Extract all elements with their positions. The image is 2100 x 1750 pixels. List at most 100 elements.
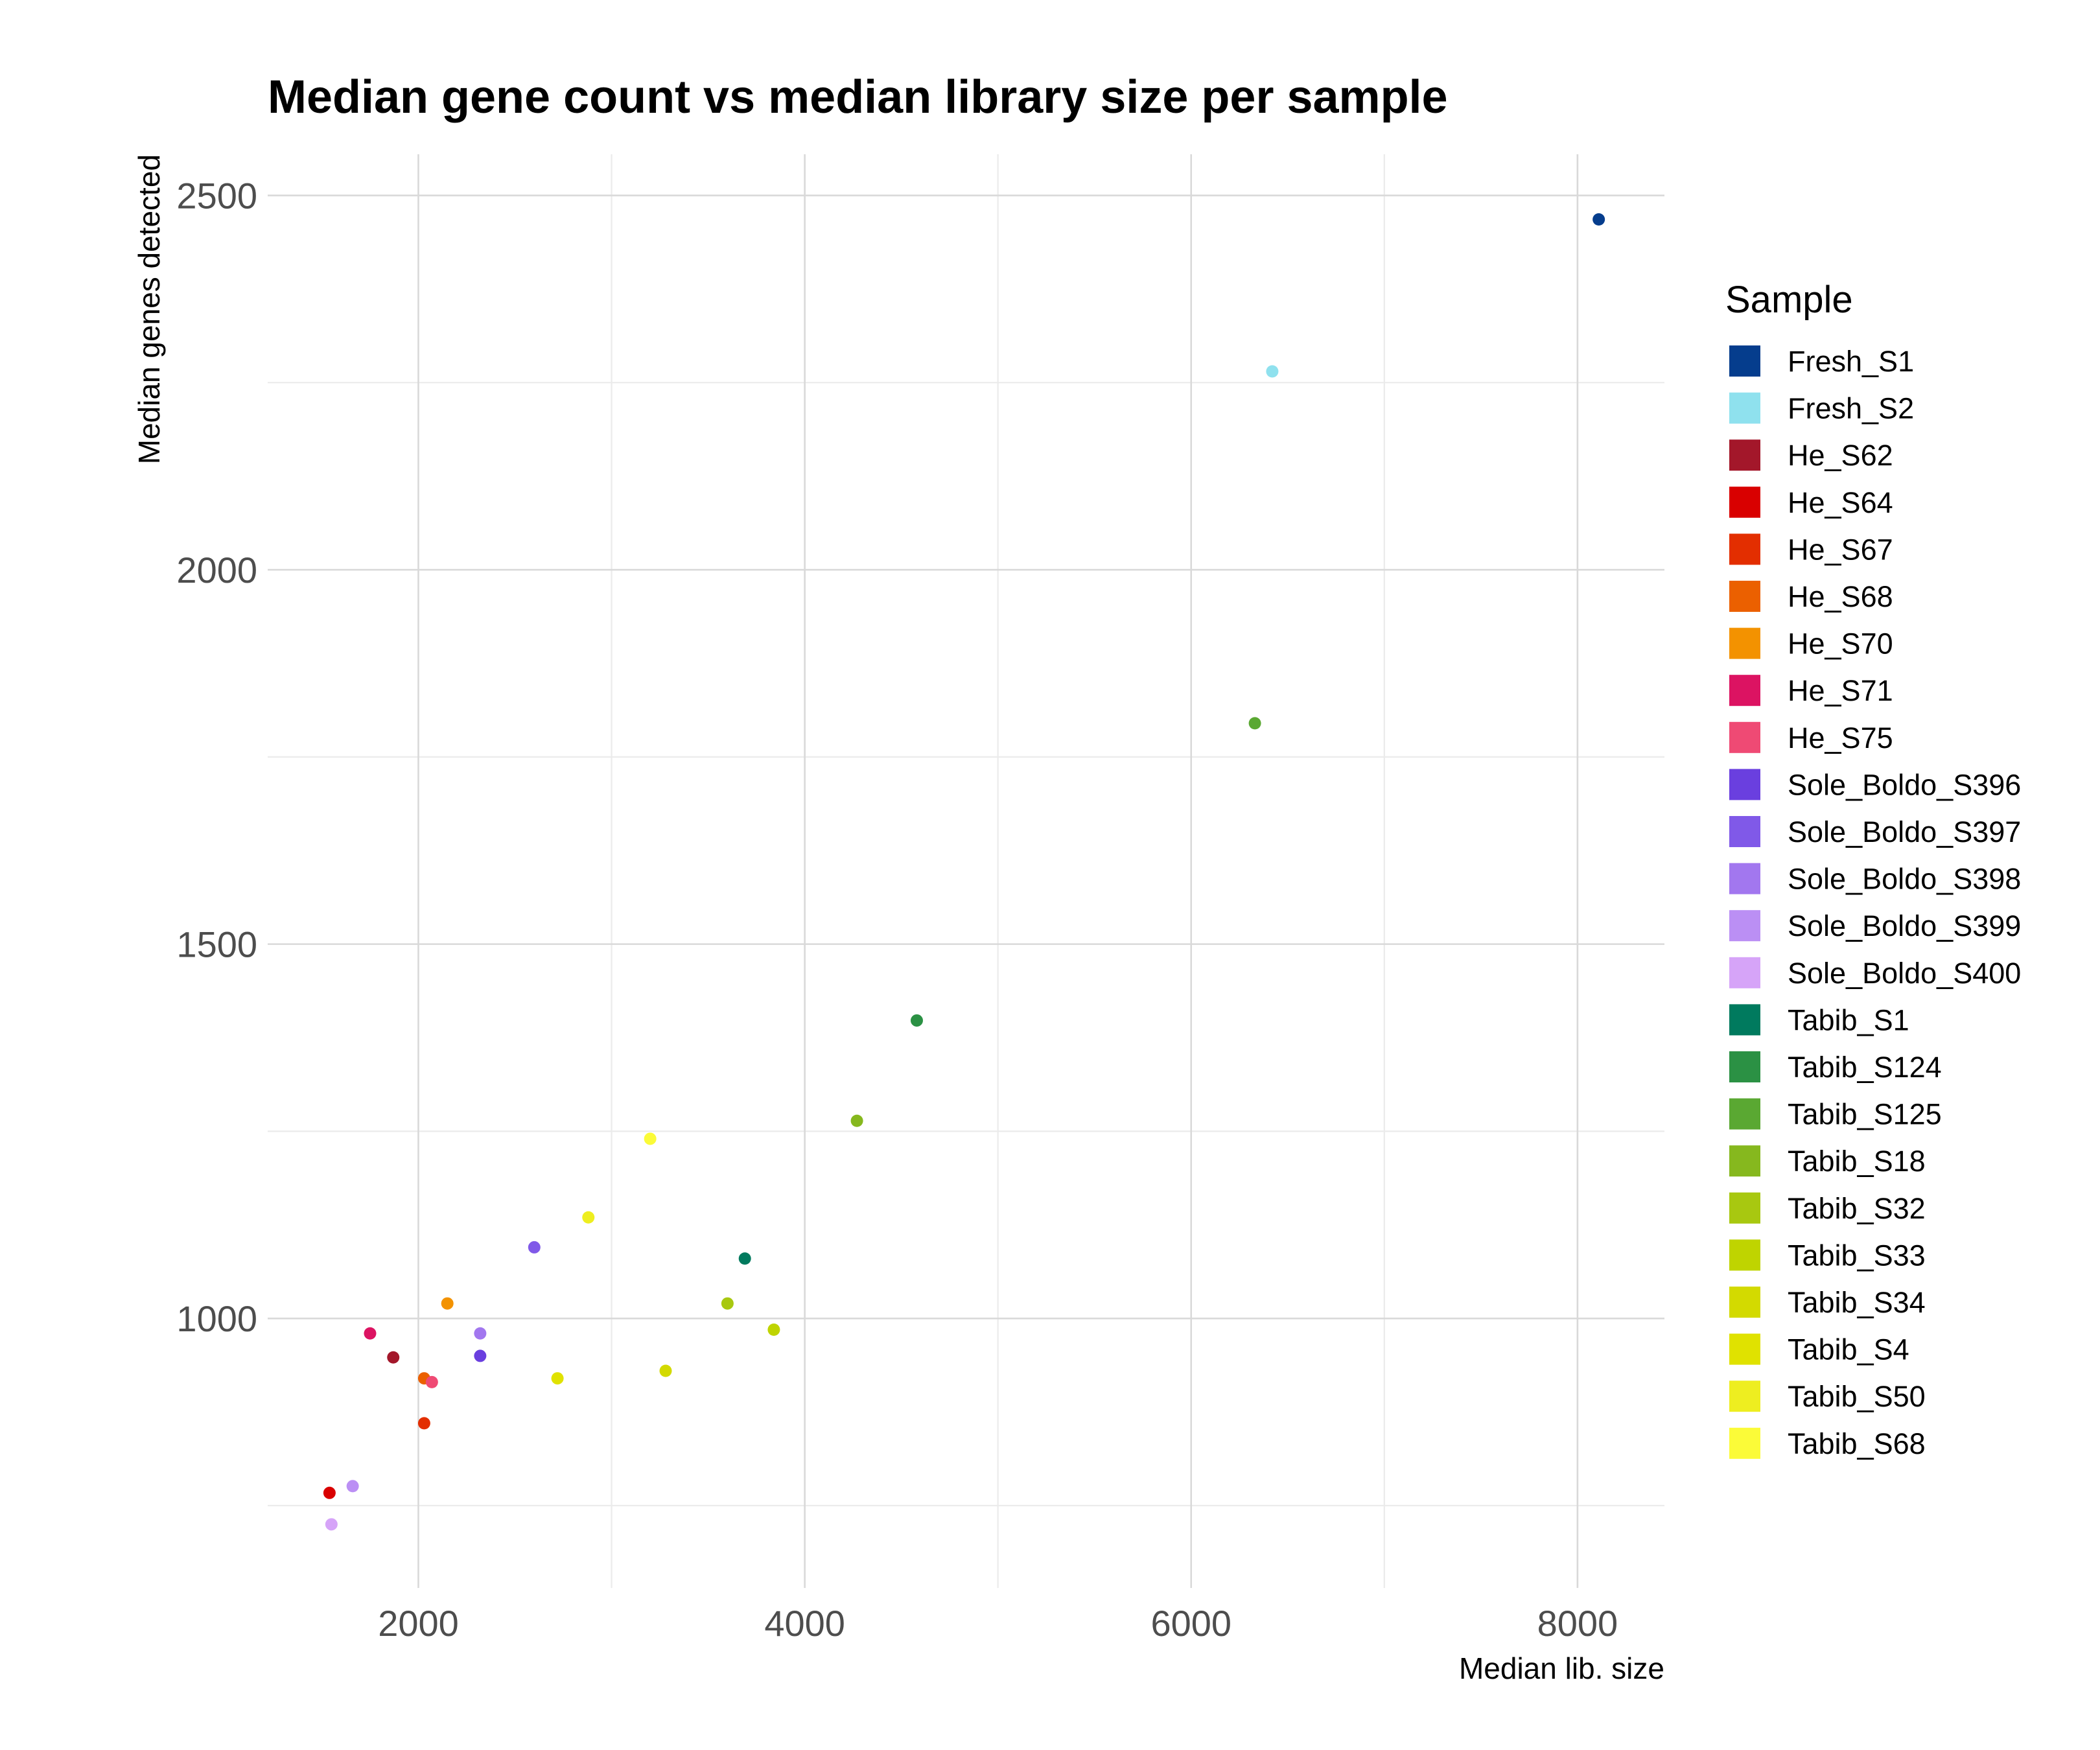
data-point <box>425 1375 438 1388</box>
data-point <box>417 1417 430 1430</box>
data-point <box>323 1486 336 1499</box>
data-point <box>474 1349 487 1362</box>
legend-label: Tabib_S68 <box>1788 1427 1926 1460</box>
y-axis-tick-labels: 1000 1500 2000 2500 <box>176 176 257 1340</box>
data-point <box>474 1327 487 1340</box>
y-tick-label: 2000 <box>176 550 257 590</box>
legend-label: Sole_Boldo_S396 <box>1788 768 2021 801</box>
legend-label: Sole_Boldo_S398 <box>1788 863 2021 896</box>
legend-key <box>1729 1098 1760 1130</box>
legend-key <box>1729 1192 1760 1224</box>
legend-key <box>1729 816 1760 847</box>
legend-key <box>1729 345 1760 377</box>
data-point <box>850 1114 863 1127</box>
legend-label: Sole_Boldo_S397 <box>1788 815 2021 848</box>
legend-label: Sole_Boldo_S399 <box>1788 909 2021 942</box>
x-tick-label: 2000 <box>378 1603 459 1644</box>
legend-key <box>1729 392 1760 424</box>
legend-item: Tabib_S1 <box>1729 1003 1909 1036</box>
legend-label: Tabib_S125 <box>1788 1098 1942 1131</box>
legend-label: Tabib_S32 <box>1788 1192 1926 1225</box>
y-tick-label: 2500 <box>176 176 257 216</box>
data-point <box>721 1297 734 1310</box>
data-point <box>387 1351 400 1364</box>
legend-item: Tabib_S125 <box>1729 1098 1942 1131</box>
data-point <box>364 1327 377 1340</box>
legend: Sample Fresh_S1 Fresh_S2 He_S62 He_S64 He_S6… <box>1725 279 2021 1460</box>
legend-title: Sample <box>1725 279 1853 321</box>
data-point <box>910 1014 923 1027</box>
data-point <box>528 1241 541 1254</box>
legend-label: Tabib_S34 <box>1788 1286 1926 1319</box>
x-axis-title: Median lib. size <box>1459 1651 1664 1685</box>
legend-key <box>1729 769 1760 800</box>
legend-item: He_S62 <box>1729 439 1893 472</box>
x-tick-label: 4000 <box>764 1603 845 1644</box>
legend-key <box>1729 1239 1760 1271</box>
legend-key <box>1729 675 1760 706</box>
legend-item: Tabib_S33 <box>1729 1239 1926 1272</box>
legend-item: He_S67 <box>1729 533 1893 566</box>
legend-key <box>1729 627 1760 659</box>
data-point <box>1592 213 1605 226</box>
data-point <box>738 1252 751 1265</box>
legend-items: Fresh_S1 Fresh_S2 He_S62 He_S64 He_S67 He_S68… <box>1729 345 2021 1460</box>
data-point <box>346 1480 359 1493</box>
legend-item: Tabib_S124 <box>1729 1051 1942 1084</box>
legend-item: He_S71 <box>1729 674 1893 707</box>
legend-label: He_S68 <box>1788 580 1893 613</box>
data-point <box>441 1297 454 1310</box>
y-axis-title: Median genes detected <box>132 154 166 464</box>
x-tick-label: 8000 <box>1537 1603 1618 1644</box>
data-point <box>325 1518 338 1531</box>
plot-grid <box>268 154 1664 1588</box>
legend-key <box>1729 439 1760 471</box>
legend-label: Fresh_S1 <box>1788 345 1914 378</box>
legend-key <box>1729 863 1760 894</box>
legend-item: Sole_Boldo_S398 <box>1729 863 2021 896</box>
legend-key <box>1729 957 1760 988</box>
legend-key <box>1729 721 1760 753</box>
legend-item: Sole_Boldo_S397 <box>1729 815 2021 848</box>
x-tick-label: 6000 <box>1150 1603 1231 1644</box>
legend-key <box>1729 1381 1760 1412</box>
legend-item: He_S64 <box>1729 486 1893 519</box>
legend-label: He_S70 <box>1788 627 1893 660</box>
legend-key <box>1729 533 1760 565</box>
data-point <box>767 1323 780 1336</box>
legend-item: He_S75 <box>1729 721 1893 754</box>
legend-label: He_S64 <box>1788 486 1893 519</box>
legend-item: Fresh_S2 <box>1729 392 1914 425</box>
legend-item: Sole_Boldo_S396 <box>1729 768 2021 801</box>
legend-label: He_S67 <box>1788 533 1893 566</box>
legend-item: He_S70 <box>1729 627 1893 660</box>
legend-key <box>1729 1051 1760 1082</box>
legend-label: Tabib_S50 <box>1788 1380 1926 1413</box>
legend-key <box>1729 1004 1760 1036</box>
legend-label: He_S71 <box>1788 674 1893 707</box>
legend-key <box>1729 486 1760 518</box>
legend-item: Sole_Boldo_S399 <box>1729 909 2021 942</box>
legend-label: Tabib_S124 <box>1788 1051 1942 1084</box>
legend-label: Tabib_S33 <box>1788 1239 1926 1272</box>
legend-item: Tabib_S68 <box>1729 1427 1926 1460</box>
legend-key <box>1729 1145 1760 1177</box>
legend-key <box>1729 910 1760 942</box>
legend-key <box>1729 1287 1760 1318</box>
legend-item: Tabib_S50 <box>1729 1380 1926 1413</box>
data-point <box>659 1364 672 1377</box>
chart-title: Median gene count vs median library size… <box>268 71 1448 123</box>
legend-item: Fresh_S1 <box>1729 345 1914 378</box>
legend-item: Tabib_S34 <box>1729 1286 1926 1319</box>
legend-item: He_S68 <box>1729 580 1893 613</box>
data-point <box>582 1211 595 1224</box>
data-point <box>1266 365 1279 378</box>
x-axis-tick-labels: 2000 4000 6000 8000 <box>378 1603 1618 1644</box>
legend-item: Sole_Boldo_S400 <box>1729 957 2021 990</box>
data-point <box>644 1132 657 1145</box>
data-point <box>551 1372 564 1385</box>
y-tick-label: 1000 <box>176 1298 257 1339</box>
y-tick-label: 1500 <box>176 924 257 965</box>
legend-label: Tabib_S1 <box>1788 1003 1909 1036</box>
